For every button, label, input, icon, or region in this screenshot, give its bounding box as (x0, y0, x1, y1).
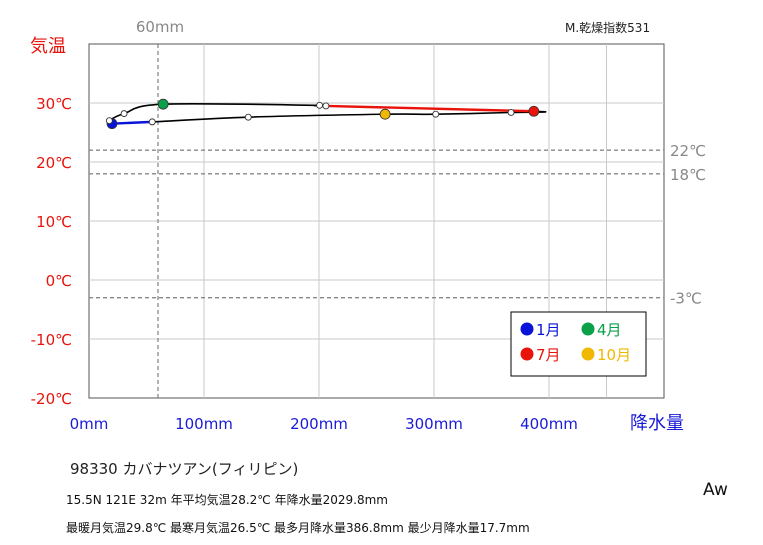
legend-marker-month-1 (520, 322, 534, 336)
legend-marker-month-10 (581, 347, 595, 361)
legend-marker-month-7 (520, 347, 534, 361)
y-tick-label: 0℃ (46, 272, 72, 290)
series-segment-summer (325, 104, 534, 113)
x-tick-label: 0mm (70, 415, 109, 433)
x-tick-label: 300mm (405, 415, 463, 433)
station-extremes-summary: 最暖月気温29.8℃ 最寒月気温26.5℃ 最多月降水量386.8mm 最少月降… (66, 521, 530, 535)
legend-label-month-1: 1月 (536, 321, 561, 339)
y-axis-title: 気温 (30, 36, 66, 57)
data-point-month-11 (244, 113, 252, 121)
data-point-month-4 (157, 98, 169, 110)
series-segment-winter (111, 120, 153, 125)
data-point-month-6 (322, 102, 330, 110)
legend-label-month-7: 7月 (536, 346, 561, 364)
y-tick-label: 20℃ (36, 154, 72, 172)
data-point-month-10 (379, 108, 391, 120)
climate-classification: Aw (703, 480, 728, 500)
y-tick-label: 30℃ (36, 95, 72, 113)
x-axis-title: 降水量 (630, 413, 684, 434)
data-point-month-7 (528, 105, 540, 117)
data-point-month-2 (105, 117, 113, 125)
legend-box (510, 311, 647, 377)
data-point-month-5 (316, 101, 324, 109)
drought-index-label: M.乾燥指数531 (565, 20, 650, 35)
x-tick-label: 100mm (175, 415, 233, 433)
x-tick-label: 400mm (520, 415, 578, 433)
x-tick-label: 200mm (290, 415, 348, 433)
y-tick-label: -10℃ (31, 331, 72, 349)
data-point-month-9 (432, 110, 440, 118)
reference-label-temp: 22℃ (670, 142, 706, 160)
reference-label-precip: 60mm (136, 18, 184, 36)
data-point-month-12 (148, 118, 156, 126)
legend-label-month-10: 10月 (597, 346, 631, 364)
legend-marker-month-4 (581, 322, 595, 336)
legend-label-month-4: 4月 (597, 321, 622, 339)
data-point-month-8 (507, 108, 515, 116)
y-tick-label: 10℃ (36, 213, 72, 231)
reference-label-temp: 18℃ (670, 166, 706, 184)
station-header: 98330 カバナツアン(フィリピン) (70, 460, 299, 478)
y-tick-label: -20℃ (31, 390, 72, 408)
data-point-month-3 (120, 110, 128, 118)
station-location-summary: 15.5N 121E 32m 年平均気温28.2℃ 年降水量2029.8mm (66, 493, 388, 507)
reference-label-temp: -3℃ (670, 290, 702, 308)
